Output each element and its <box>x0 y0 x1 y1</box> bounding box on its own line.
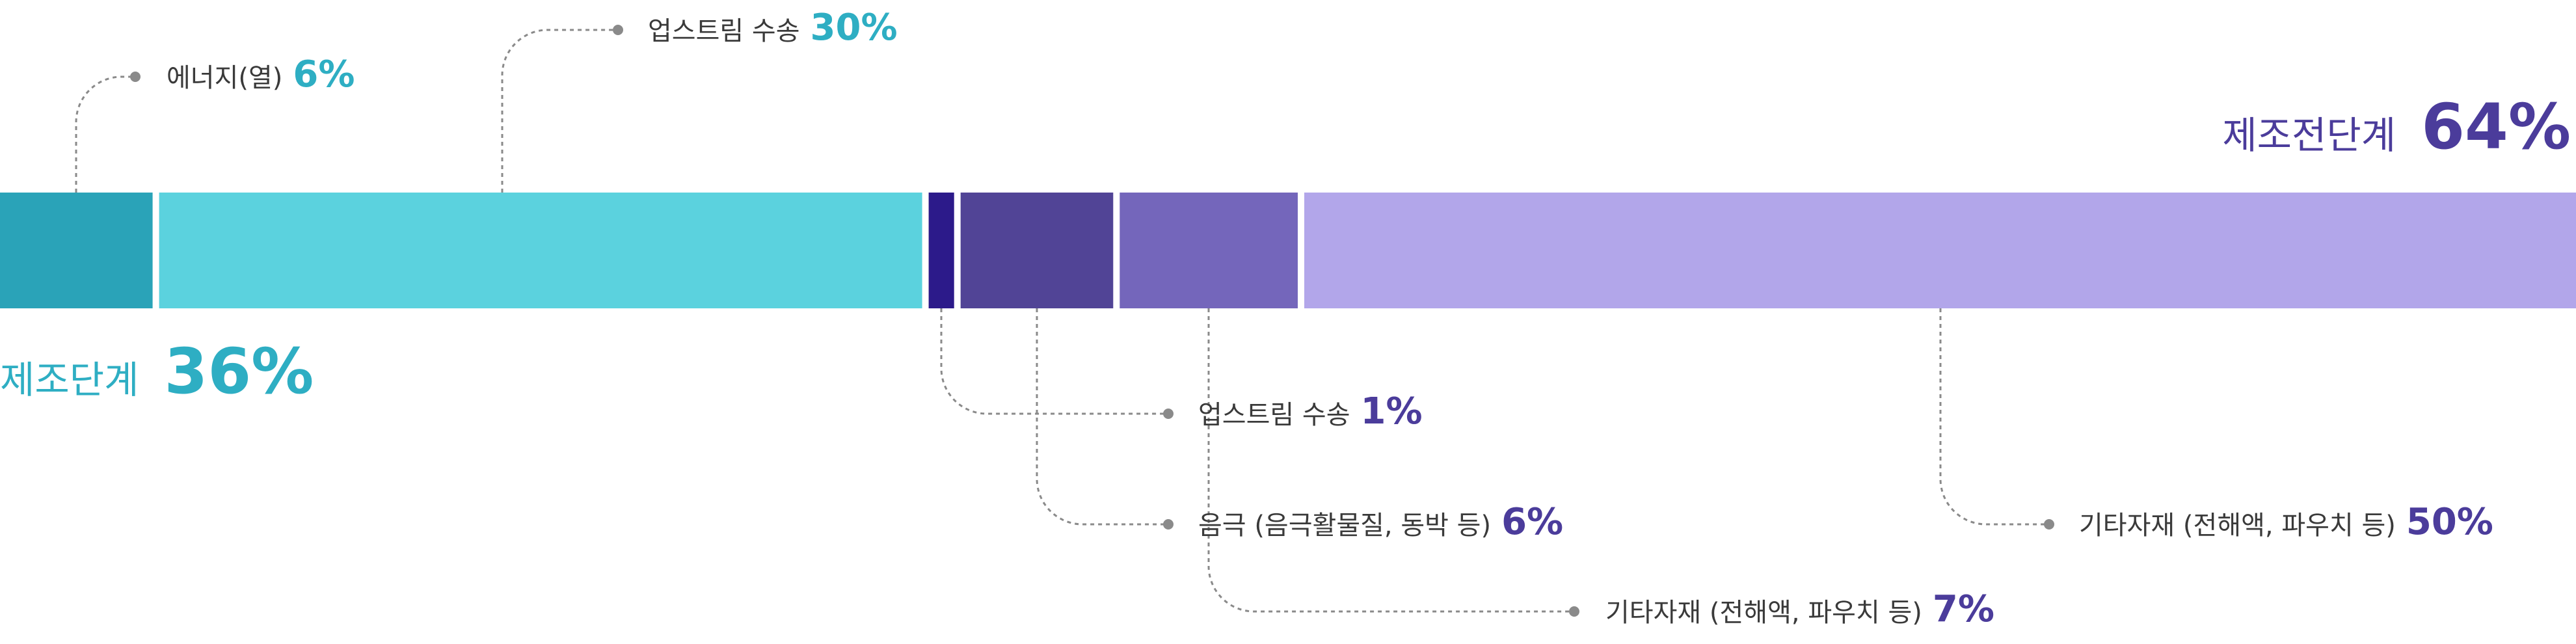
connector-dot <box>1163 409 1174 419</box>
segment-name: 에너지(열) <box>167 63 282 93</box>
segment-value: 50% <box>2406 501 2493 543</box>
bar-segment <box>960 193 1114 308</box>
bar-segments <box>0 193 2576 308</box>
stage-label-pre-manufacturing: 제조전단계 64% <box>2222 90 2571 163</box>
segment-labels: 에너지(열) 6% 업스트림 수송 30% 업스트림 수송 1% 음극 (음극활물질, 동박… <box>167 7 2493 630</box>
segment-name: 업스트림 수송 <box>648 16 800 46</box>
connector-line <box>1036 308 1168 526</box>
segment-label: 기타자재 (전해액, 파우치 등) 50% <box>2079 501 2493 543</box>
connector-lines <box>75 25 2054 617</box>
segment-name: 업스트림 수송 <box>1198 400 1350 430</box>
bar-segment <box>0 193 153 308</box>
bar-segment <box>1120 193 1298 308</box>
stage-value: 36% <box>165 335 314 408</box>
segment-label: 업스트림 수송 1% <box>1198 390 1423 433</box>
bar-segment <box>1304 193 2576 308</box>
segment-label: 업스트림 수송 30% <box>648 7 898 49</box>
segment-name: 기타자재 (전해액, 파우치 등) <box>1605 598 1922 628</box>
segment-value: 6% <box>1501 501 1563 543</box>
segment-value: 1% <box>1361 390 1423 433</box>
connector-line <box>75 75 135 193</box>
segment-label: 음극 (음극활물질, 동박 등) 6% <box>1198 501 1563 543</box>
connector-dot <box>1163 519 1174 530</box>
connector-dot <box>130 72 141 82</box>
connector-line <box>940 308 1168 415</box>
segment-label: 에너지(열) 6% <box>167 53 355 96</box>
stage-value: 64% <box>2421 90 2571 163</box>
connector-dot <box>1569 606 1579 617</box>
segment-name: 음극 (음극활물질, 동박 등) <box>1198 511 1491 541</box>
segment-value: 7% <box>1933 588 1994 630</box>
segment-name: 기타자재 (전해액, 파우치 등) <box>2079 511 2396 541</box>
segment-value: 30% <box>811 7 898 49</box>
stage-label-manufacturing: 제조단계 36% <box>0 335 314 408</box>
stage-name: 제조전단계 <box>2222 113 2396 157</box>
segment-value: 6% <box>293 53 355 96</box>
stage-name: 제조단계 <box>0 358 139 402</box>
connector-dot <box>2044 519 2054 530</box>
connector-line <box>1207 308 1574 613</box>
segment-label: 기타자재 (전해액, 파우치 등) 7% <box>1605 588 1994 630</box>
connector-line <box>501 29 618 193</box>
connector-line <box>1939 308 2049 526</box>
bar-segment <box>159 193 922 308</box>
connector-dot <box>613 25 623 35</box>
bar-segment <box>928 193 954 308</box>
